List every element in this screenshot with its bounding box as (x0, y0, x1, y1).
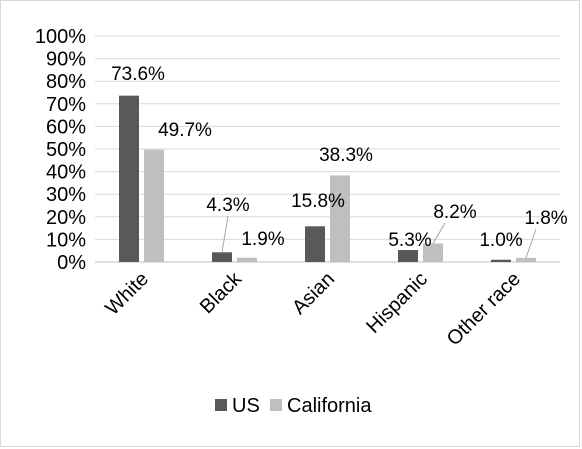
bar-us-other-race (491, 259, 511, 262)
bar-california-black (237, 257, 257, 262)
x-tick-label: Black (196, 267, 247, 318)
y-tick-label: 90% (46, 49, 86, 71)
x-tick-label: Hispanic (362, 268, 432, 338)
bar-california-white (144, 149, 164, 262)
y-tick-label: 80% (46, 71, 86, 93)
bar-us-hispanic (398, 250, 418, 262)
leader-line (432, 222, 446, 244)
data-label: 38.3% (319, 145, 373, 166)
legend-swatch-us (215, 399, 227, 411)
data-label: 8.2% (433, 202, 476, 223)
legend-label: US (232, 395, 260, 417)
leader-line (221, 215, 229, 253)
y-tick-label: 0% (57, 252, 86, 274)
y-tick-label: 40% (46, 162, 86, 184)
bar-california-other-race (516, 257, 536, 262)
leader-line (525, 228, 537, 259)
data-label: 49.7% (158, 120, 212, 141)
x-tick-label: Other race (443, 268, 525, 350)
data-label: 4.3% (206, 195, 249, 216)
y-tick-label: 30% (46, 184, 86, 206)
x-tick-label: Asian (288, 268, 339, 319)
data-label: 5.3% (388, 230, 431, 251)
y-tick-label: 10% (46, 229, 86, 251)
legend-swatch-california (270, 399, 282, 411)
x-tick-label: White (101, 268, 153, 320)
bar-us-white (119, 95, 139, 262)
data-label: 73.6% (111, 64, 165, 85)
bar-california-hispanic (423, 243, 443, 262)
y-tick-label: 50% (46, 139, 86, 161)
bar-us-asian (305, 226, 325, 262)
y-tick-label: 100% (35, 26, 86, 48)
bar-california-asian (330, 175, 350, 262)
bar-us-black (212, 252, 232, 262)
data-label: 1.9% (241, 229, 284, 250)
y-tick-label: 20% (46, 207, 86, 229)
legend-label: California (287, 395, 372, 417)
data-label: 15.8% (291, 191, 345, 212)
y-tick-label: 60% (46, 116, 86, 138)
data-label: 1.8% (524, 208, 567, 229)
y-tick-label: 70% (46, 94, 86, 116)
data-label: 1.0% (479, 230, 522, 251)
